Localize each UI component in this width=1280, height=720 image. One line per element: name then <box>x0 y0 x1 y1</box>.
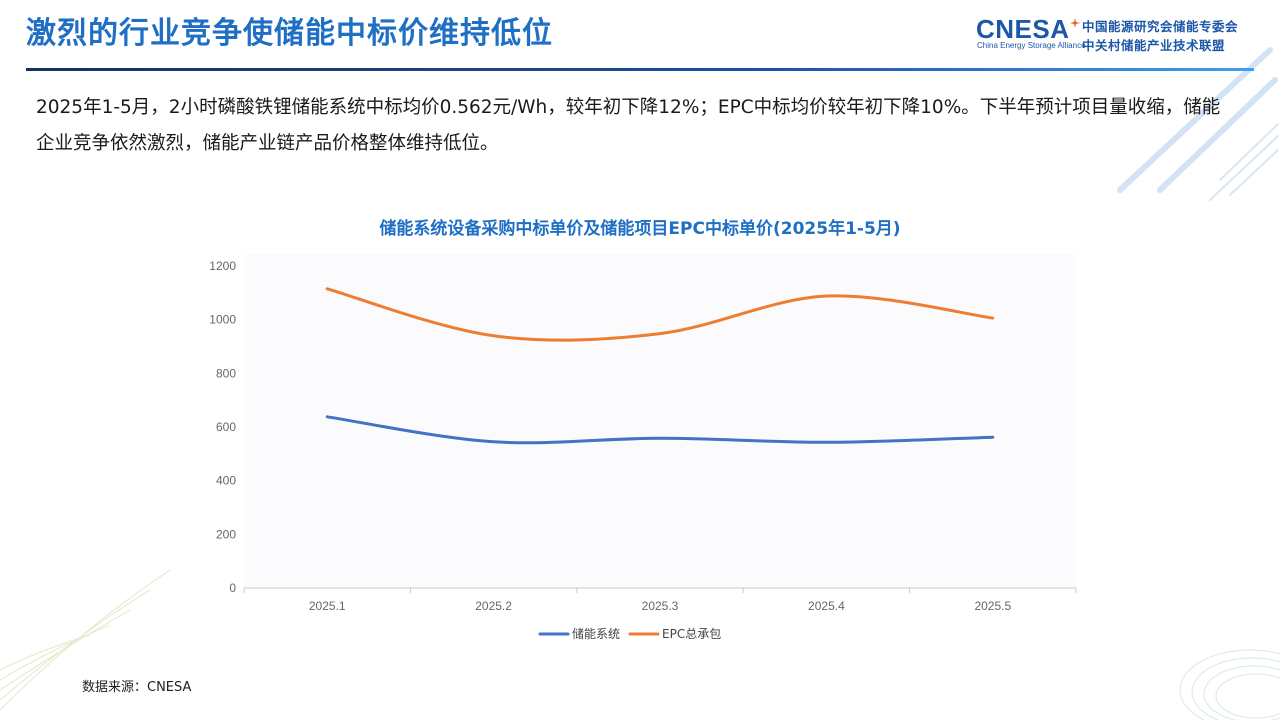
legend-label-epc: EPC总承包 <box>662 627 721 641</box>
y-tick-label: 1000 <box>209 313 236 327</box>
x-tick-label: 2025.2 <box>475 599 512 613</box>
logo-mark: CNESA <box>976 14 1070 44</box>
x-tick-label: 2025.1 <box>309 599 346 613</box>
y-tick-label: 200 <box>216 527 236 541</box>
header-divider <box>26 68 1254 71</box>
legend-label-system: 储能系统 <box>572 626 620 641</box>
plot-background <box>244 254 1076 588</box>
chart-title: 储能系统设备采购中标单价及储能项目EPC中标单价(2025年1-5月) <box>379 219 901 239</box>
logo-chinese-name-1: 中国能源研究会储能专委会 <box>1082 19 1239 34</box>
data-source: 数据来源：CNESA <box>82 680 192 695</box>
x-tick-label: 2025.4 <box>808 599 845 613</box>
logo-chinese-name-2: 中关村储能产业技术联盟 <box>1082 38 1226 53</box>
page-title: 激烈的行业竞争使储能中标价维持低位 <box>26 16 553 51</box>
y-tick-label: 1200 <box>209 259 236 273</box>
y-tick-label: 800 <box>216 366 236 380</box>
bottom-right-decoration <box>1179 649 1280 720</box>
y-tick-label: 400 <box>216 474 236 488</box>
cnesa-logo: CNESA China Energy Storage Alliance 中国能源… <box>976 14 1266 54</box>
line-chart: 0 200 400 600 800 1000 1200 2025.1 2025.2 2025.3 2… <box>209 254 1077 641</box>
y-tick-label: 0 <box>229 581 236 595</box>
summary-text: 2025年1-5月，2小时磷酸铁锂储能系统中标均价0.562元/Wh，较年初下降… <box>36 97 1221 154</box>
x-tick-label: 2025.5 <box>974 599 1011 613</box>
y-tick-label: 600 <box>216 420 236 434</box>
logo-spark-icon <box>1070 18 1080 28</box>
x-tick-label: 2025.3 <box>642 599 679 613</box>
logo-english-name: China Energy Storage Alliance <box>977 41 1086 50</box>
